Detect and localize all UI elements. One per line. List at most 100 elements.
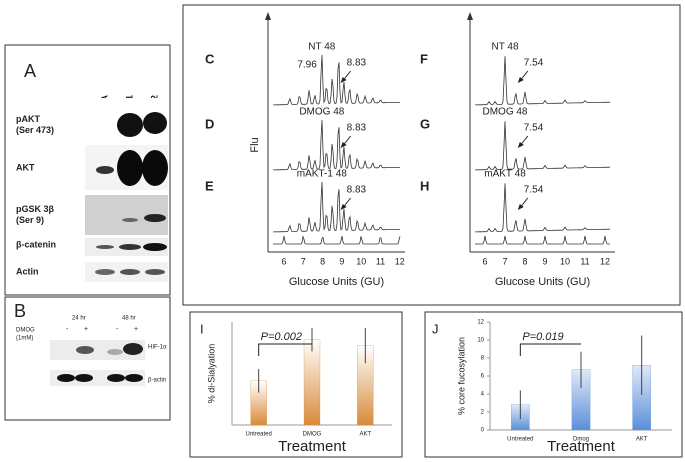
x-tick-label: Untreated xyxy=(507,437,533,443)
trace xyxy=(475,56,610,106)
chromatogram-frame xyxy=(182,4,681,306)
panel-letter: J xyxy=(432,321,439,336)
gu-tick: 9 xyxy=(339,256,344,266)
x-axis-label: Treatment xyxy=(278,438,347,455)
panel-i-frame xyxy=(189,311,403,458)
blot-band xyxy=(76,346,94,354)
trace-name: NT 48 xyxy=(308,42,335,53)
sign: + xyxy=(134,326,138,333)
blot-band xyxy=(143,112,167,134)
blot-band xyxy=(142,150,168,186)
band-label: β-actin xyxy=(148,378,166,384)
arrow-head xyxy=(467,12,473,20)
x-tick-label: AKT xyxy=(636,437,648,443)
gu-tick: 8 xyxy=(522,256,527,266)
row-label: Actin xyxy=(16,266,39,276)
gu-tick: 7 xyxy=(301,256,306,266)
gu-tick: 6 xyxy=(482,256,487,266)
y-axis-label: % di-Sialyation xyxy=(206,344,216,404)
row-label: (Ser 473) xyxy=(16,125,54,135)
blot-band xyxy=(107,349,123,355)
panel-letter: C xyxy=(205,51,215,66)
blot-band xyxy=(119,244,141,250)
panel-letter: A xyxy=(24,61,36,81)
trace-name: DMOG 48 xyxy=(299,107,344,118)
blot-band xyxy=(75,374,93,382)
x-tick-label: AKT xyxy=(359,432,371,438)
panel-letter: F xyxy=(420,51,428,66)
arrow-head xyxy=(340,204,347,210)
gu-tick: 12 xyxy=(600,256,610,266)
blot-band xyxy=(96,245,114,249)
blot-strip xyxy=(50,340,145,360)
y-tick-label: 0 xyxy=(481,428,485,434)
x-tick-label: Dmog xyxy=(573,437,589,443)
blot-band xyxy=(117,150,143,186)
blot-band xyxy=(96,166,114,174)
blot-strip xyxy=(50,370,145,386)
gu-tick: 7 xyxy=(502,256,507,266)
treatment-label: (1mM) xyxy=(16,336,33,342)
blot-band xyxy=(120,269,140,275)
peak-label: 8.83 xyxy=(347,58,367,69)
peak-label: 7.54 xyxy=(524,123,544,134)
blot-band xyxy=(144,214,166,222)
sign: - xyxy=(66,326,69,333)
row-label: pGSK 3β xyxy=(16,204,55,214)
y-tick-label: 12 xyxy=(477,320,484,326)
peak-label: 7.96 xyxy=(297,60,317,71)
y-axis-label: % core fucosylation xyxy=(456,337,466,415)
blot-band xyxy=(57,374,75,382)
annotation: P=0.002 xyxy=(261,331,302,343)
band-label: HIF-1α xyxy=(148,345,167,351)
peak-label: 7.54 xyxy=(524,185,544,196)
blot-band xyxy=(123,343,143,355)
time-label: 48 hr xyxy=(122,316,136,322)
trace xyxy=(273,54,400,106)
bar xyxy=(303,339,321,426)
panel-letter: D xyxy=(205,116,214,131)
trace xyxy=(475,121,610,171)
panel-b-frame xyxy=(4,296,171,421)
arrow-head xyxy=(265,12,271,20)
row-label: β-catenin xyxy=(16,239,56,249)
gu-tick: 10 xyxy=(356,256,366,266)
peak-label: 7.54 xyxy=(524,58,544,69)
gu-tick: 6 xyxy=(281,256,286,266)
trace xyxy=(273,119,400,171)
treatment-label: DMOG xyxy=(16,328,35,334)
arrow-head xyxy=(517,77,524,83)
significance-bracket xyxy=(258,343,312,356)
y-axis-label: Flu xyxy=(249,137,261,152)
gu-tick: 11 xyxy=(376,256,385,266)
arrow-head xyxy=(340,77,347,83)
peak-label: 8.83 xyxy=(347,123,367,134)
trace-name: mAKT-1 48 xyxy=(297,169,347,180)
sign: - xyxy=(116,326,119,333)
trace-name: NT 48 xyxy=(491,42,518,53)
panel-a-frame xyxy=(4,44,171,296)
gu-tick: 10 xyxy=(560,256,570,266)
trace-name: mAKT 48 xyxy=(484,169,526,180)
x-tick-label: Untreated xyxy=(245,432,271,438)
row-label: pAKT xyxy=(16,114,40,124)
arrow-head xyxy=(517,204,524,210)
blot-band xyxy=(95,269,115,275)
blot-band xyxy=(143,243,167,251)
blot-band xyxy=(107,374,125,382)
trace xyxy=(273,181,400,233)
panel-letter: G xyxy=(420,116,430,131)
time-label: 24 hr xyxy=(72,316,86,322)
x-axis-label: Treatment xyxy=(547,438,616,455)
y-tick-label: 6 xyxy=(481,374,485,380)
panel-letter: I xyxy=(200,321,204,336)
blot-band xyxy=(145,269,165,275)
blot-band xyxy=(117,113,143,137)
panel-letter: H xyxy=(420,178,429,193)
gu-tick: 9 xyxy=(542,256,547,266)
arrow-head xyxy=(340,142,347,148)
blot-band xyxy=(125,374,143,382)
x-tick-label: DMOG xyxy=(303,432,322,438)
trace xyxy=(475,183,610,233)
